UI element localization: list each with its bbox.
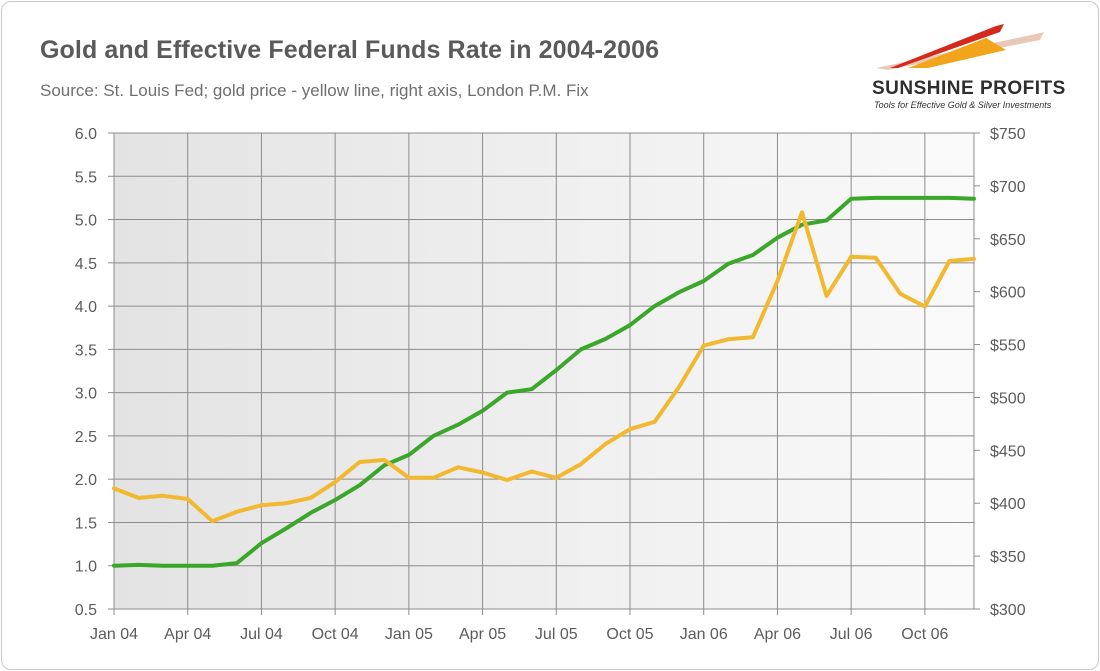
x-tick-label: Apr 04 [164,626,211,643]
chart-subtitle: Source: St. Louis Fed; gold price - yell… [40,81,589,100]
x-tick-label: Apr 05 [459,626,506,643]
y2-tick-label: $700 [990,179,1026,196]
y-tick-label: 0.5 [75,602,97,619]
y-tick-label: 4.0 [75,299,97,316]
y2-tick-label: $750 [990,126,1026,143]
y-tick-label: 2.0 [75,472,97,489]
y2-tick-label: $550 [990,338,1026,355]
plot-area [114,133,974,609]
fed-funds-rate-line [112,195,976,568]
sunshine-profits-logo: SUNSHINE PROFITS Tools for Effective Gol… [868,22,1084,112]
x-tick-label: Apr 06 [754,626,801,643]
x-tick-label: Jul 04 [240,626,283,643]
y2-tick-label: $650 [990,232,1026,249]
x-tick-label: Jan 06 [680,626,728,643]
chart-title: Gold and Effective Federal Funds Rate in… [40,36,660,64]
x-tick-label: Oct 06 [901,626,948,643]
y2-tick-label: $600 [990,285,1026,302]
y-tick-label: 1.5 [75,515,97,532]
y2-tick-label: $500 [990,390,1026,407]
y-tick-label: 5.0 [75,213,97,230]
logo-tagline: Tools for Effective Gold & Silver Invest… [874,100,1052,110]
logo-wordmark: SUNSHINE PROFITS [872,78,1066,99]
y2-tick-label: $350 [990,549,1026,566]
x-tick-label: Jan 05 [385,626,433,643]
y2-tick-label: $300 [990,602,1026,619]
x-tick-label: Oct 04 [312,626,359,643]
x-tick-label: Jul 06 [830,626,873,643]
y-tick-label: 3.0 [75,386,97,403]
y-tick-label: 6.0 [75,126,97,143]
x-tick-label: Jul 05 [535,626,578,643]
y-tick-label: 4.5 [75,256,97,273]
x-tick-label: Jan 04 [90,626,138,643]
x-tick-label: Oct 05 [606,626,653,643]
y-tick-label: 5.5 [75,169,97,186]
y2-tick-label: $450 [990,443,1026,460]
y-tick-label: 3.5 [75,342,97,359]
logo-swoosh-icon [876,24,1044,70]
y-tick-label: 1.0 [75,559,97,576]
y2-tick-label: $400 [990,496,1026,513]
gold-price-line [112,210,976,524]
y-tick-label: 2.5 [75,429,97,446]
